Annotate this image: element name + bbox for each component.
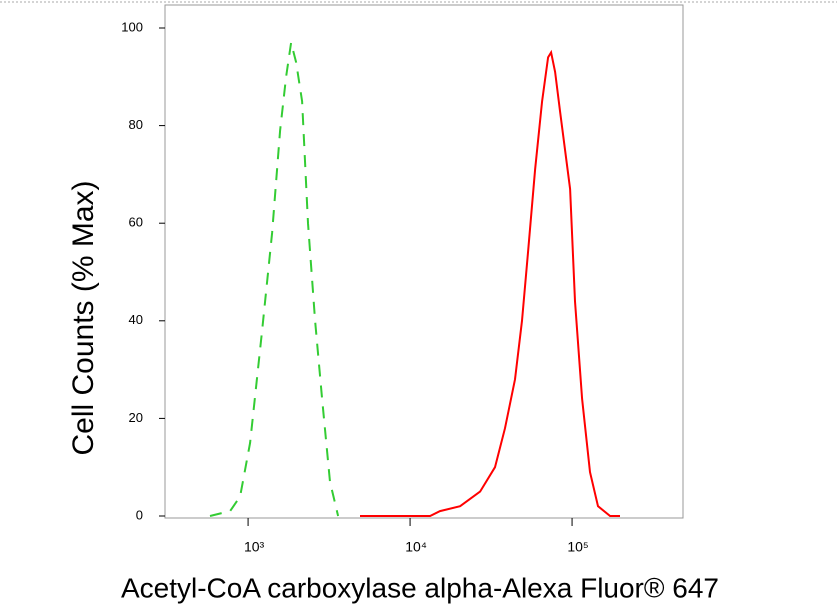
- x-tick-label: 10³: [244, 539, 265, 555]
- y-axis-title: Cell Counts (% Max): [67, 180, 100, 455]
- y-tick-label: 60: [129, 215, 143, 230]
- x-tick-label: 10⁵: [567, 539, 588, 555]
- y-tick-label: 20: [129, 410, 143, 425]
- plot-frame: [164, 4, 684, 519]
- x-tick-label: 10⁴: [405, 539, 427, 555]
- y-tick-label: 100: [121, 19, 143, 34]
- y-tick-label: 0: [136, 507, 143, 522]
- y-tick-label: 40: [129, 312, 143, 327]
- series-line: [209, 42, 340, 517]
- x-axis-title: Acetyl-CoA carboxylase alpha-Alexa Fluor…: [121, 572, 719, 603]
- y-tick-label: 80: [129, 117, 143, 132]
- series-line: [360, 49, 620, 517]
